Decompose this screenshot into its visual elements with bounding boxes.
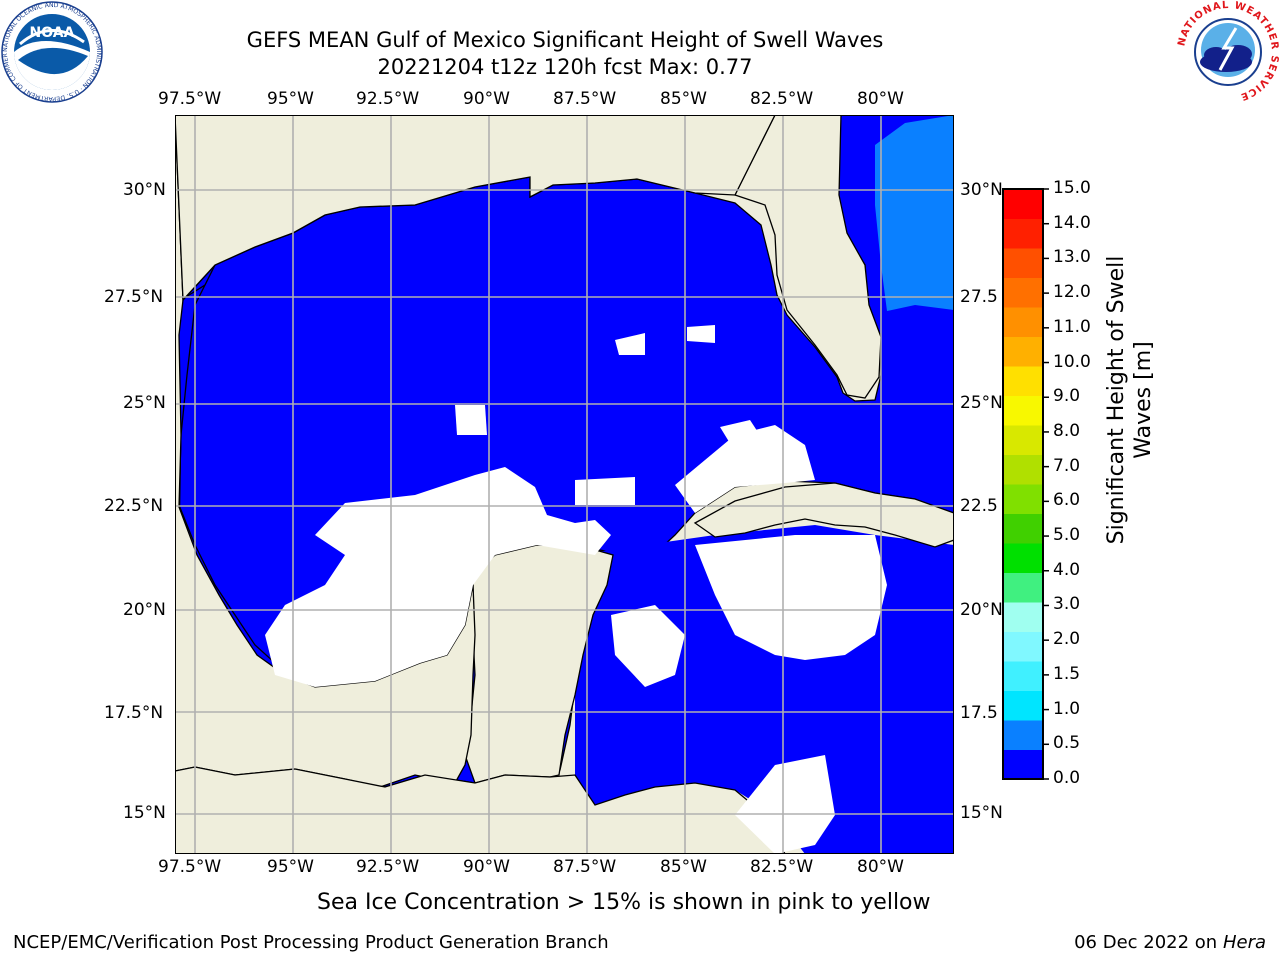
colorbar-segment <box>1003 543 1043 573</box>
colorbar-tick-label: 1.0 <box>1053 698 1081 719</box>
lon-label-top-3: 92.5°W <box>356 89 420 109</box>
colorbar-tick-label: 12.0 <box>1053 282 1091 303</box>
lon-label-top-1: 97.5°W <box>158 89 222 109</box>
colorbar-segment <box>1003 631 1043 662</box>
colorbar-tick-label: 2.0 <box>1053 629 1081 650</box>
lat-label-right-7: 15°N <box>960 803 1003 823</box>
lon-label-bottom-5: 87.5°W <box>553 857 617 877</box>
colorbar-label-line1: Significant Height of Swell <box>1104 255 1129 545</box>
colorbar-segment <box>1003 484 1043 514</box>
lon-label-top-4: 90°W <box>463 89 510 109</box>
colorbar-segment <box>1003 425 1043 455</box>
colorbar-tick-label: 7.0 <box>1053 455 1081 476</box>
colorbar-tick-label: 4.0 <box>1053 559 1081 580</box>
noaa-logo: NATIONAL OCEANIC AND ATMOSPHERIC ADMINIS… <box>0 0 103 103</box>
colorbar-tick-label: 13.0 <box>1053 247 1091 268</box>
nws-logo: NATIONAL WEATHER SERVICE <box>1176 0 1279 102</box>
footer-right: 06 Dec 2022 on Hera <box>1074 932 1266 953</box>
graticule <box>175 115 954 854</box>
colorbar-segment <box>1003 366 1043 396</box>
colorbar-segment <box>1003 602 1043 632</box>
colorbar-tick-label: 1.5 <box>1053 663 1081 684</box>
colorbar-segment <box>1003 307 1043 337</box>
lon-label-top-7: 82.5°W <box>750 89 814 109</box>
colorbar-tick-label: 0.0 <box>1053 768 1081 788</box>
colorbar-label-line2: Waves [m] <box>1131 341 1156 459</box>
colorbar-segment <box>1003 661 1043 691</box>
colorbar-segment <box>1003 336 1043 367</box>
lon-label-bottom-1: 97.5°W <box>158 857 222 877</box>
chart-subtitle: 20221204 t12z 120h fcst Max: 0.77 <box>377 55 753 79</box>
lon-label-top-2: 95°W <box>267 89 314 109</box>
colorbar-tick-label: 11.0 <box>1053 316 1091 337</box>
colorbar-tick-label: 8.0 <box>1053 420 1081 441</box>
colorbar-segment <box>1003 395 1043 426</box>
colorbar-tick-label: 10.0 <box>1053 351 1091 372</box>
cuba-land <box>693 482 954 548</box>
lon-label-top-5: 87.5°W <box>553 89 617 109</box>
sea-ice-note: Sea Ice Concentration > 15% is shown in … <box>317 890 931 915</box>
colorbar-segment <box>1003 690 1043 721</box>
chart-title: GEFS MEAN Gulf of Mexico Significant Hei… <box>246 28 884 52</box>
lon-label-top-6: 85°W <box>660 89 707 109</box>
lat-label-right-6: 17.5 <box>960 703 998 723</box>
lon-label-bottom-8: 80°W <box>857 857 904 877</box>
colorbar <box>1002 188 1049 780</box>
lat-label-left-2: 27.5°N <box>104 287 164 307</box>
colorbar-segment <box>1003 720 1043 750</box>
florida-land <box>734 115 882 399</box>
lat-label-right-5: 20°N <box>960 600 1003 620</box>
lat-label-right-3: 25°N <box>960 393 1003 413</box>
lat-label-left-5: 20°N <box>123 600 166 620</box>
colorbar-segment <box>1003 572 1043 603</box>
lon-label-top-8: 80°W <box>857 89 904 109</box>
colorbar-segment <box>1003 277 1043 308</box>
colorbar-segment <box>1003 218 1043 249</box>
colorbar-segment <box>1003 248 1043 278</box>
lat-label-right-2: 27.5 <box>960 287 998 307</box>
footer-date: 06 Dec 2022 on <box>1074 932 1218 953</box>
colorbar-tick-label: 0.5 <box>1053 733 1081 754</box>
lat-label-right-4: 22.5 <box>960 496 998 516</box>
lon-label-bottom-3: 92.5°W <box>356 857 420 877</box>
colorbar-segment <box>1003 189 1043 219</box>
colorbar-tick-label: 9.0 <box>1053 386 1081 407</box>
lat-label-left-1: 30°N <box>123 180 166 200</box>
colorbar-tick-label: 6.0 <box>1053 490 1081 511</box>
footer-host: Hera <box>1222 932 1266 953</box>
lon-label-bottom-7: 82.5°W <box>750 857 814 877</box>
lat-label-right-1: 30°N <box>960 180 1003 200</box>
gulf-of-mexico-map <box>175 115 954 854</box>
footer-left: NCEP/EMC/Verification Post Processing Pr… <box>13 932 609 953</box>
lat-label-left-3: 25°N <box>123 393 166 413</box>
noaa-logo-text: NOAA <box>30 25 75 41</box>
lon-label-bottom-2: 95°W <box>267 857 314 877</box>
lon-label-bottom-6: 85°W <box>660 857 707 877</box>
colorbar-segment <box>1003 513 1043 544</box>
colorbar-segment <box>1003 749 1043 780</box>
lat-label-left-6: 17.5°N <box>104 703 164 723</box>
colorbar-tick-label: 3.0 <box>1053 594 1081 615</box>
colorbar-tick-label: 14.0 <box>1053 212 1091 233</box>
colorbar-tick-label: 15.0 <box>1053 178 1091 198</box>
lat-label-left-7: 15°N <box>123 803 166 823</box>
no-data-regions <box>265 325 887 854</box>
atlantic-field <box>875 115 954 311</box>
colorbar-tick-label: 5.0 <box>1053 525 1081 546</box>
colorbar-segment <box>1003 454 1043 485</box>
lat-label-left-4: 22.5°N <box>104 496 164 516</box>
lon-label-bottom-4: 90°W <box>463 857 510 877</box>
